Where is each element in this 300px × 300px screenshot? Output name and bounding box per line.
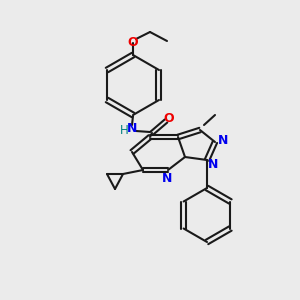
Text: N: N (218, 134, 228, 148)
Text: O: O (128, 35, 138, 49)
Text: O: O (164, 112, 174, 124)
Text: N: N (208, 158, 218, 172)
Text: N: N (127, 122, 137, 136)
Text: N: N (162, 172, 172, 184)
Text: H: H (120, 124, 128, 136)
